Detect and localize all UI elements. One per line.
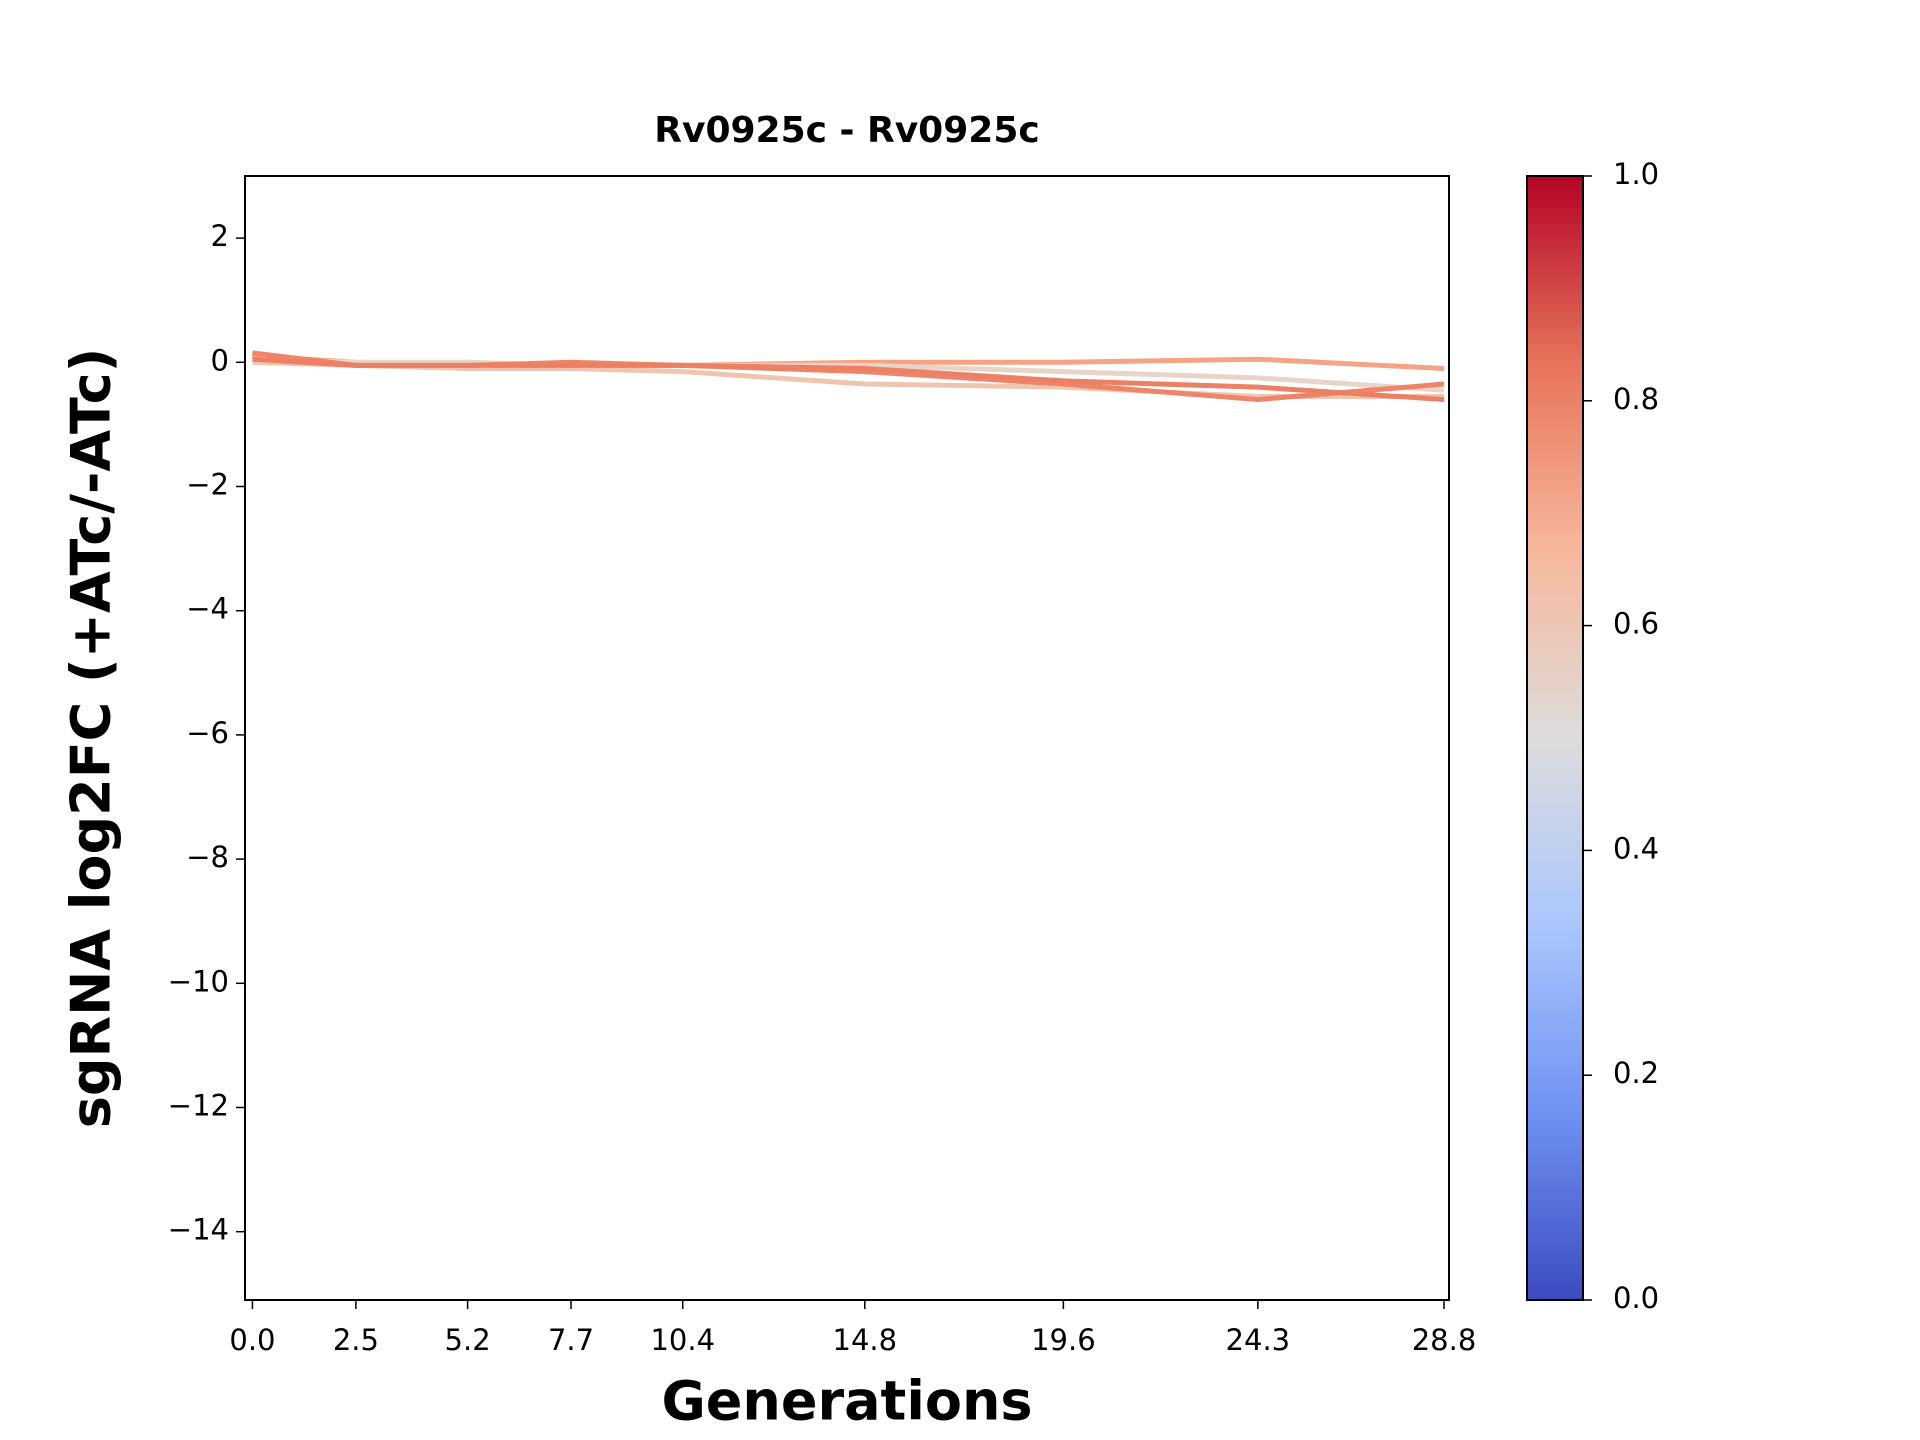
x-tick-label: 28.8 xyxy=(1412,1323,1477,1357)
y-tick-label: −10 xyxy=(168,964,229,998)
colorbar xyxy=(1526,175,1584,1301)
data-line xyxy=(252,356,1445,403)
colorbar-tick-label: 0.6 xyxy=(1613,607,1659,641)
colorbar-tick-label: 0.8 xyxy=(1613,382,1659,416)
y-tick-label: −12 xyxy=(168,1088,229,1122)
x-tick-label: 14.8 xyxy=(833,1323,898,1357)
chart-title: Rv0925c - Rv0925c xyxy=(654,110,1039,151)
y-tick-label: −6 xyxy=(186,716,229,750)
colorbar-tick-label: 1.0 xyxy=(1613,157,1659,191)
y-tick-label: −2 xyxy=(186,467,229,501)
x-tick-label: 5.2 xyxy=(445,1323,491,1357)
y-tick-label: −8 xyxy=(186,840,229,874)
y-tick-label: 0 xyxy=(211,343,229,377)
colorbar-tick-label: 0.4 xyxy=(1613,831,1659,865)
y-axis-label: sgRNA log2FC (+ATc/-ATc) xyxy=(60,348,123,1129)
y-tick-label: −4 xyxy=(186,592,229,626)
colorbar-tick-label: 0.0 xyxy=(1613,1281,1659,1315)
colorbar-tick-label: 0.2 xyxy=(1613,1056,1659,1090)
x-tick-label: 19.6 xyxy=(1031,1323,1096,1357)
y-tick-label: 2 xyxy=(211,219,229,253)
x-tick-label: 10.4 xyxy=(650,1323,715,1357)
x-axis-label: Generations xyxy=(661,1370,1032,1433)
x-tick-label: 24.3 xyxy=(1226,1323,1291,1357)
x-tick-label: 0.0 xyxy=(229,1323,275,1357)
x-tick-label: 2.5 xyxy=(333,1323,379,1357)
plot-frame xyxy=(244,175,1450,1301)
y-tick-label: −14 xyxy=(168,1213,229,1247)
x-tick-label: 7.7 xyxy=(548,1323,594,1357)
